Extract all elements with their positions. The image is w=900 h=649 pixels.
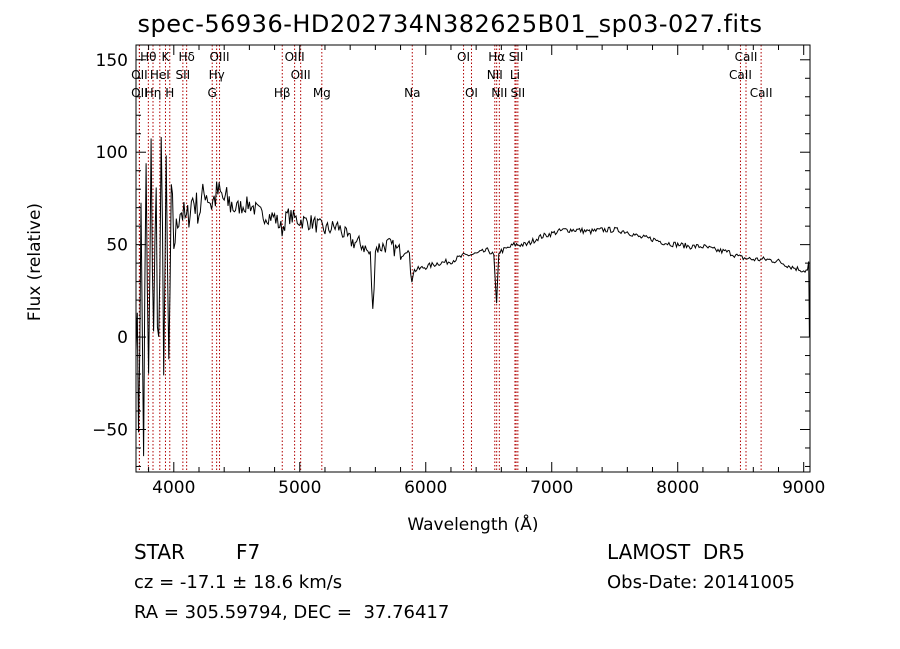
- line-label: SII: [176, 68, 191, 82]
- line-label: OII: [131, 86, 148, 100]
- line-label: CaII: [750, 86, 773, 100]
- line-label: Hγ: [209, 68, 225, 82]
- line-label: OIII: [291, 68, 311, 82]
- line-label: Hη: [145, 86, 162, 100]
- line-labels: Hθ K Hδ OIII OIII OI Hα SII CaII OII HeI SII Hγ OIII N…: [131, 50, 772, 100]
- line-label: G: [208, 86, 217, 100]
- line-label: SII: [509, 50, 524, 64]
- line-label: Mg: [313, 86, 331, 100]
- line-label: Hδ: [178, 50, 194, 64]
- line-label: OI: [465, 86, 478, 100]
- survey-label: LAMOST DR5: [607, 540, 745, 564]
- line-label: Hβ: [274, 86, 291, 100]
- x-tick-label: 9000: [782, 478, 825, 498]
- coords-text: RA = 305.59794, DEC = 37.76417: [134, 602, 450, 623]
- y-tick-label: 100: [96, 143, 128, 163]
- x-tick-label: 7000: [530, 478, 573, 498]
- redshift-text: cz = -17.1 ± 18.6 km/s: [134, 572, 343, 593]
- line-label: HeI: [150, 68, 170, 82]
- line-label: CaII: [729, 68, 752, 82]
- line-label: OI: [457, 50, 470, 64]
- axis-ticks: 4000 5000 6000 7000 8000 9000 −50 0 50 100 150: [92, 45, 825, 498]
- y-tick-label: 50: [106, 236, 128, 256]
- line-label: Na: [404, 86, 420, 100]
- line-label: Hα: [488, 50, 505, 64]
- line-label: NII: [487, 68, 503, 82]
- line-label: SII: [510, 86, 525, 100]
- y-axis-label: Flux (relative): [25, 203, 45, 321]
- line-label: NII: [491, 86, 507, 100]
- chart-title: spec-56936-HD202734N382625B01_sp03-027.f…: [137, 10, 763, 38]
- class-label: STAR: [134, 540, 185, 564]
- subclass-label: F7: [236, 540, 261, 564]
- x-axis-label: Wavelength (Å): [407, 513, 538, 535]
- line-label: Li: [510, 68, 520, 82]
- x-tick-label: 8000: [656, 478, 699, 498]
- y-tick-label: −50: [92, 420, 128, 440]
- line-label: OIII: [285, 50, 305, 64]
- line-label: CaII: [735, 50, 758, 64]
- line-markers: [138, 45, 762, 472]
- y-tick-label: 0: [117, 328, 128, 348]
- y-tick-label: 150: [96, 51, 128, 71]
- line-label: H: [165, 86, 174, 100]
- obs-date-text: Obs-Date: 20141005: [607, 572, 795, 593]
- x-tick-label: 5000: [278, 478, 321, 498]
- x-tick-label: 6000: [404, 478, 447, 498]
- line-label: OIII: [209, 50, 229, 64]
- spectrum-line: [135, 136, 810, 457]
- line-label: K: [162, 50, 171, 64]
- line-label: Hθ: [140, 50, 156, 64]
- x-tick-label: 4000: [152, 478, 195, 498]
- line-label: OII: [131, 68, 148, 82]
- plot-frame: [135, 44, 811, 473]
